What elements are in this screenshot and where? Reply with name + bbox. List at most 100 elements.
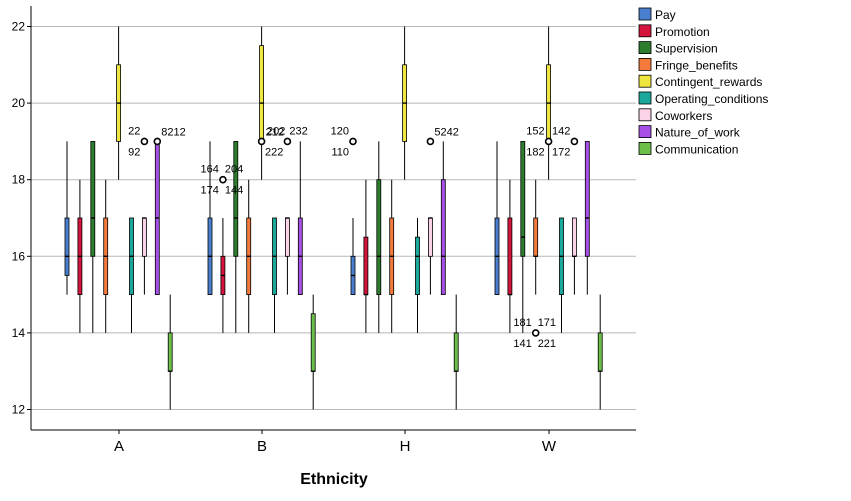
legend-item-Operating_conditions: Operating_conditions [638, 91, 768, 106]
y-tick-label-16: 16 [12, 249, 26, 263]
outlier-label: 172 [552, 146, 570, 158]
box-Communication-H [453, 294, 459, 410]
y-tick-label-12: 12 [12, 403, 26, 417]
legend-swatch [638, 141, 652, 155]
outlier-label: 141 [513, 338, 531, 350]
box-Operating_conditions-A [129, 217, 134, 333]
box-series [64, 26, 603, 410]
legend-swatch [638, 41, 652, 54]
box-Pay-A [64, 141, 70, 295]
outlier-marker [257, 137, 266, 146]
x-tick-label-B: B [257, 438, 267, 455]
outlier-marker [531, 329, 540, 337]
box-Promotion-B [220, 218, 226, 333]
x-tick-label-A: A [114, 438, 124, 455]
box-body [310, 313, 316, 372]
x-tick-label-H: H [400, 438, 411, 455]
outlier-marker [426, 137, 435, 146]
legend-item-Supervision: Supervision [638, 41, 718, 56]
outlier-label: 222 [265, 146, 283, 158]
legend-label: Operating_conditions [655, 92, 768, 106]
outlier-label: 144 [225, 185, 243, 197]
box-Fringe_benefits-H [389, 179, 395, 333]
legend-label: Coworkers [655, 109, 712, 123]
outlier-label: 204 [225, 164, 243, 176]
box-Fringe_benefits-W [533, 179, 539, 295]
box-Coworkers-B [284, 217, 290, 295]
outlier-H-Pay: 120 110 [331, 125, 357, 158]
box-Supervision-W [520, 140, 526, 333]
box-Nature_of_work-B [297, 141, 303, 295]
outlier-marker [544, 137, 553, 146]
box-Pay-B [207, 141, 213, 295]
box-body [141, 217, 147, 257]
legend-item-Coworkers: Coworkers [638, 108, 712, 123]
box-body [572, 217, 577, 257]
outlier-label: 181 [513, 317, 531, 329]
x-axis-title: Ethnicity [300, 471, 368, 488]
legend-swatch [638, 74, 652, 88]
legend-label: Pay [655, 8, 676, 22]
outlier-label: 110 [331, 146, 349, 158]
box-Fringe_benefits-B [246, 179, 252, 333]
outlier-W-Fringe_benefits: 181 171 141 221 [513, 317, 556, 350]
outlier-B-Contingent_rewards: 212 [257, 126, 284, 146]
box-body [167, 332, 173, 372]
legend-item-Nature_of_work: Nature_of_work [638, 125, 741, 140]
legend-item-Contingent_rewards: Contingent_rewards [638, 74, 762, 89]
outlier-marker [219, 175, 227, 184]
box-body [427, 217, 433, 257]
legend-label: Contingent_rewards [655, 75, 762, 89]
outlier-marker [349, 137, 357, 146]
legend-swatch [638, 125, 652, 138]
box-body [64, 217, 70, 276]
box-Promotion-W [507, 179, 513, 333]
legend-item-Fringe_benefits: Fringe_benefits [638, 58, 738, 72]
gridlines [31, 26, 636, 410]
box-Nature_of_work-W [584, 140, 590, 295]
box-body [520, 140, 526, 257]
legend-item-Communication: Communication [638, 141, 738, 156]
y-tick-label-22: 22 [12, 20, 26, 34]
outlier-label: 164 [201, 164, 219, 176]
box-Supervision-H [376, 141, 382, 333]
outlier-A-Nature_of_work: 8212 [153, 126, 186, 146]
outlier-marker [153, 137, 162, 146]
y-tick-label-18: 18 [12, 173, 26, 187]
box-Contingent_rewards-W [546, 26, 551, 180]
box-Coworkers-H [427, 217, 433, 295]
box-Supervision-B [233, 140, 239, 333]
box-Promotion-H [363, 179, 369, 333]
outlier-label: 212 [266, 126, 284, 138]
box-Communication-A [167, 294, 173, 410]
outlier-label: 5242 [434, 126, 458, 138]
legend: Pay Promotion Supervision Fringe_benefits Co… [638, 7, 768, 156]
box-Coworkers-W [572, 217, 577, 295]
legend-item-Promotion: Promotion [638, 24, 710, 39]
outlier-label: 221 [538, 338, 556, 350]
x-tick-label-W: W [542, 438, 557, 455]
box-Operating_conditions-W [559, 217, 564, 333]
legend-item-Pay: Pay [638, 7, 676, 22]
outlier-label: 92 [128, 146, 140, 158]
outlier-label: 8212 [161, 126, 185, 138]
outlier-marker [140, 137, 149, 146]
box-body [233, 140, 239, 257]
box-body [259, 45, 265, 142]
outlier-label: 22 [128, 125, 140, 137]
box-Operating_conditions-B [272, 217, 277, 333]
outlier-label: 202 [267, 125, 285, 137]
box-body [584, 140, 590, 257]
outlier-label: 182 [526, 146, 544, 158]
outlier-A-Coworkers: 22 92 [128, 125, 149, 158]
box-body [597, 332, 603, 372]
outlier-label: 232 [289, 125, 307, 137]
box-Nature_of_work-A [154, 140, 160, 295]
outlier-marker [283, 137, 292, 146]
outlier-label: 142 [552, 125, 570, 137]
box-body [453, 332, 459, 372]
legend-swatch [638, 91, 652, 105]
box-body [90, 140, 96, 257]
